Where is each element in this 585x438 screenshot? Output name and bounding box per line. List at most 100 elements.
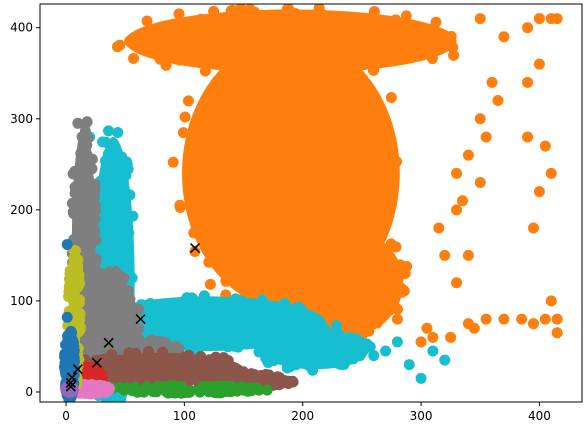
- data-point: [100, 163, 112, 175]
- data-point: [275, 285, 287, 297]
- data-point: [128, 52, 140, 64]
- data-point: [533, 186, 545, 198]
- data-point: [400, 10, 412, 22]
- data-point: [249, 369, 261, 381]
- data-point: [303, 316, 315, 328]
- data-point: [551, 327, 563, 339]
- data-point: [430, 16, 442, 28]
- x-tick-label: 200: [291, 409, 314, 423]
- data-point: [210, 351, 222, 363]
- data-point: [238, 369, 250, 381]
- data-point: [186, 292, 198, 304]
- data-point: [468, 322, 480, 334]
- data-point: [244, 4, 256, 15]
- data-point: [365, 242, 377, 254]
- data-point: [123, 227, 135, 239]
- data-point: [169, 387, 181, 399]
- data-point: [198, 290, 210, 302]
- data-point: [61, 311, 73, 323]
- data-point: [123, 298, 135, 310]
- data-point: [241, 278, 253, 290]
- data-point: [522, 22, 534, 34]
- data-point: [207, 112, 219, 124]
- data-point: [213, 85, 225, 97]
- data-point: [73, 297, 85, 309]
- data-point: [327, 61, 339, 73]
- data-point: [111, 401, 118, 402]
- data-point: [160, 59, 172, 71]
- data-point: [249, 266, 261, 278]
- data-point: [220, 275, 232, 287]
- data-point: [307, 9, 319, 21]
- data-point: [391, 336, 403, 348]
- data-point: [390, 241, 402, 253]
- data-point: [388, 272, 400, 284]
- data-point: [361, 87, 373, 99]
- data-point: [308, 328, 320, 340]
- data-point: [427, 28, 439, 40]
- data-point: [61, 238, 73, 250]
- data-point: [208, 296, 220, 308]
- data-point: [133, 303, 145, 315]
- data-point: [433, 222, 445, 234]
- data-point: [151, 381, 163, 393]
- data-point: [474, 13, 486, 25]
- data-point: [133, 31, 145, 43]
- data-point: [403, 359, 415, 371]
- data-point: [195, 13, 207, 25]
- y-tick-label: 300: [10, 112, 33, 126]
- data-point: [181, 351, 193, 363]
- data-point: [385, 171, 397, 183]
- data-point: [498, 31, 510, 43]
- data-point: [480, 131, 492, 143]
- data-point: [279, 297, 291, 309]
- plot-area-frame: [39, 3, 583, 403]
- data-point: [313, 4, 325, 14]
- data-point: [78, 149, 90, 161]
- data-point: [115, 403, 126, 414]
- data-point: [354, 319, 366, 331]
- data-point: [474, 113, 486, 125]
- data-point: [327, 333, 339, 345]
- data-point: [345, 221, 357, 233]
- data-point: [281, 362, 293, 374]
- data-point: [174, 54, 186, 66]
- y-tick-label: 100: [10, 294, 33, 308]
- data-point: [539, 140, 551, 152]
- data-point: [364, 312, 376, 324]
- data-point: [97, 409, 108, 420]
- data-point: [63, 281, 75, 293]
- y-tick-label: 0: [25, 385, 33, 399]
- data-point: [110, 373, 122, 385]
- data-point: [144, 297, 156, 309]
- data-point: [63, 290, 75, 302]
- data-point: [84, 177, 96, 189]
- data-point: [439, 249, 451, 261]
- data-point: [391, 303, 403, 315]
- data-point: [290, 359, 302, 371]
- data-point: [70, 245, 82, 257]
- data-point: [90, 234, 102, 246]
- data-point: [89, 226, 101, 238]
- data-point: [157, 299, 169, 311]
- data-point: [385, 92, 397, 104]
- data-point: [331, 320, 343, 332]
- centroid-marker: [189, 243, 201, 254]
- data-point: [208, 5, 220, 17]
- data-point: [545, 295, 557, 307]
- data-point: [380, 345, 392, 357]
- y-axis: 0 100 200 300 400: [10, 21, 40, 399]
- data-point: [204, 278, 216, 290]
- data-point: [367, 64, 379, 76]
- centroid-marker: [91, 357, 102, 368]
- data-point: [167, 156, 179, 168]
- data-point: [232, 341, 244, 353]
- data-point: [383, 188, 395, 200]
- data-point: [106, 349, 118, 361]
- data-point: [356, 340, 368, 352]
- data-point: [294, 286, 306, 298]
- data-point: [253, 346, 265, 358]
- series-0-dense-region: [125, 9, 457, 74]
- data-point: [109, 402, 120, 413]
- data-point: [448, 49, 460, 61]
